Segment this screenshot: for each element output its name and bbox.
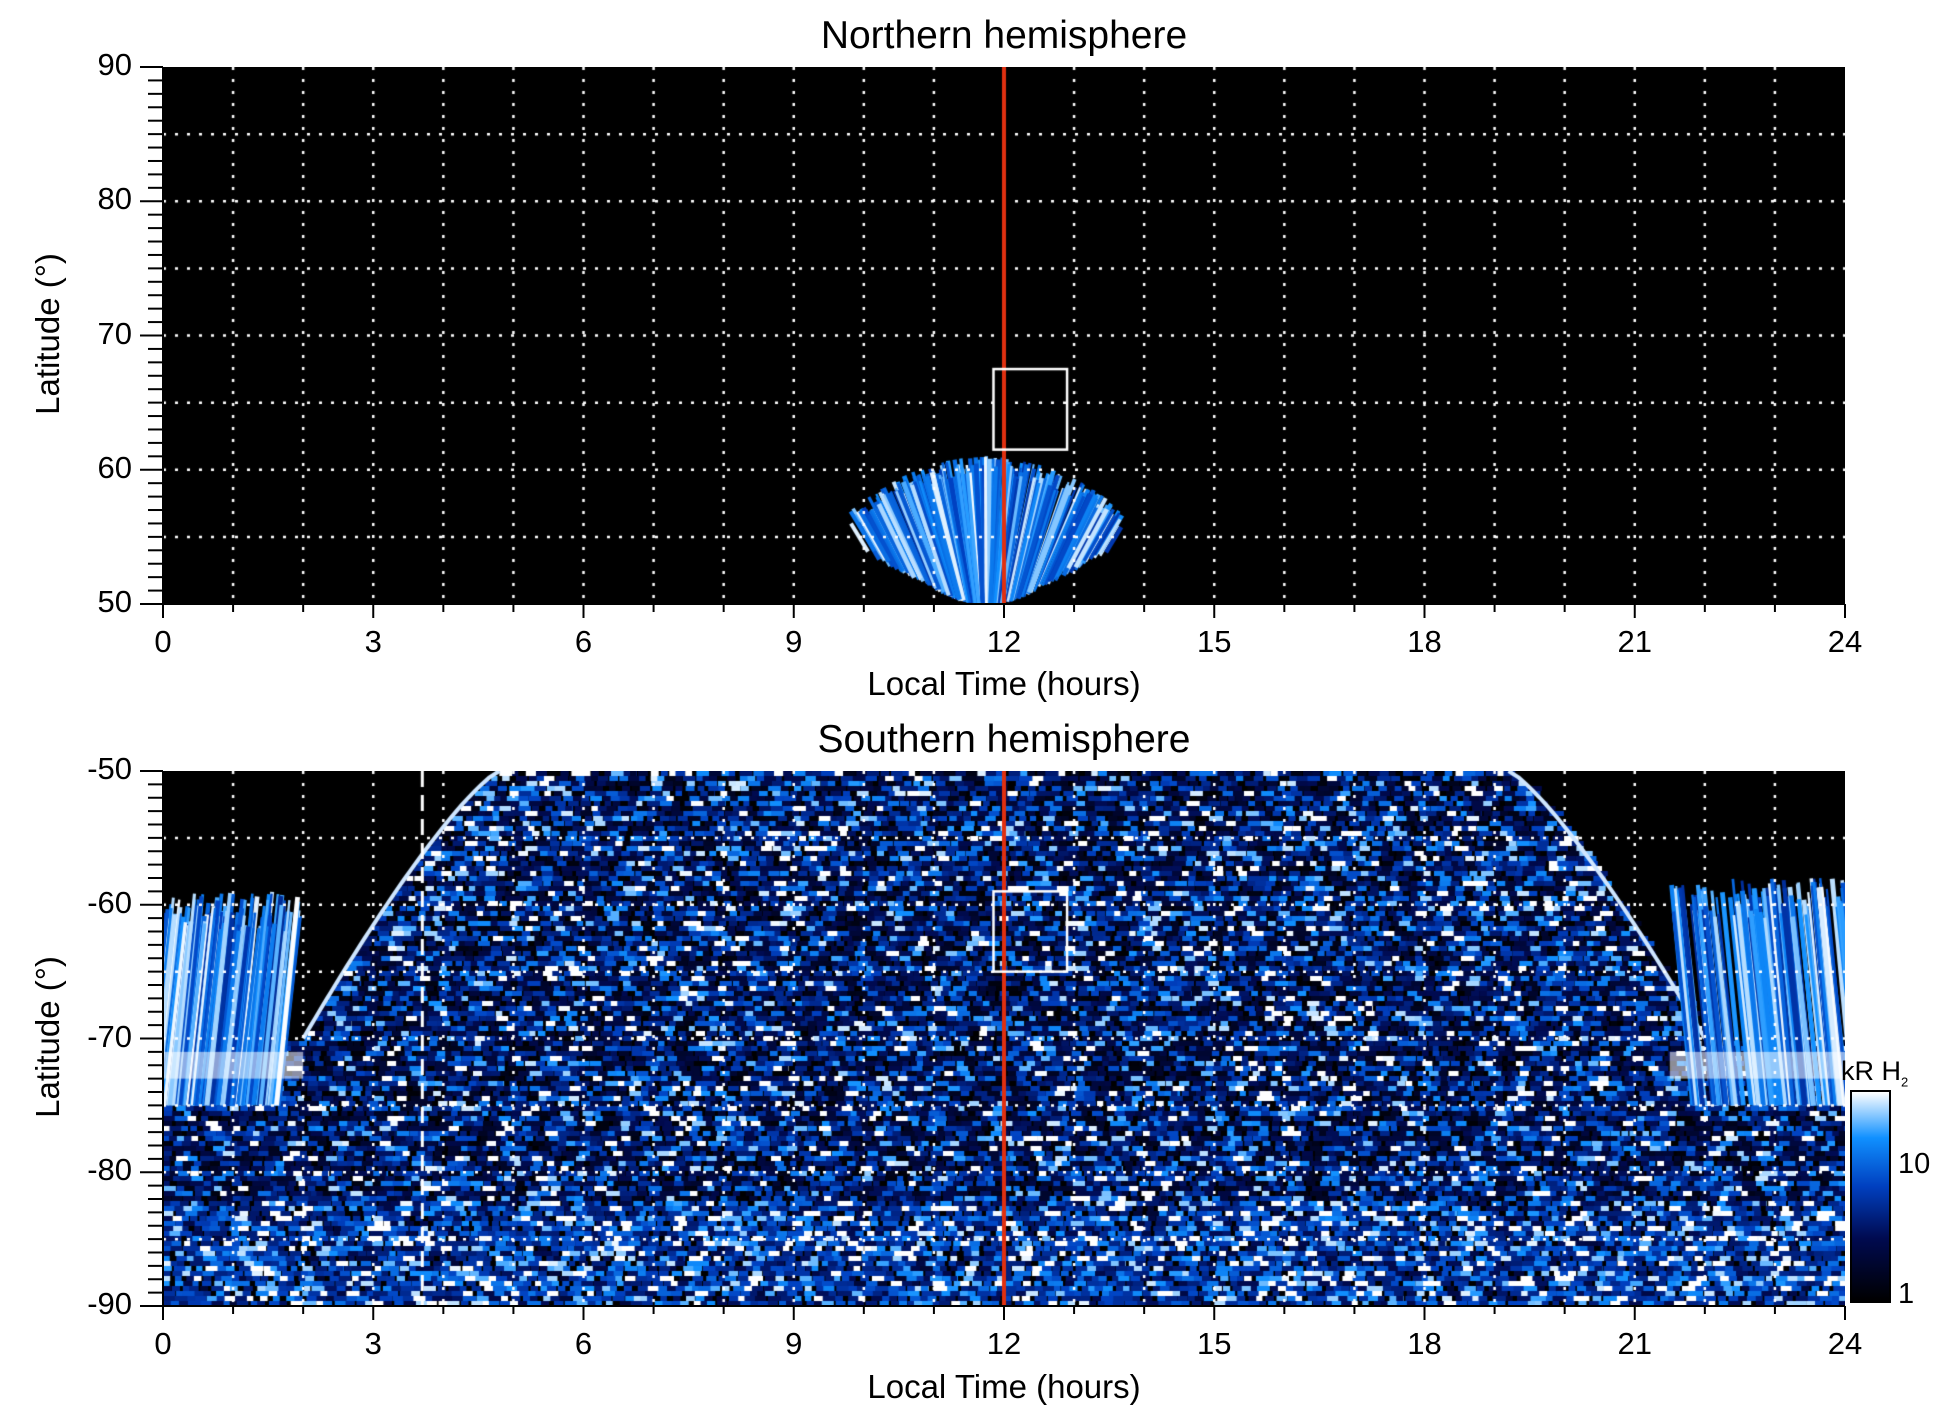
x-tick-label: 24: [1827, 624, 1863, 659]
colorbar-tick-10: 10: [1898, 1148, 1931, 1180]
colorbar-tick-1: 1: [1898, 1278, 1915, 1310]
x-tick-label: 15: [1197, 1326, 1232, 1361]
south-title: Southern hemisphere: [817, 718, 1191, 761]
x-tick-label: 15: [1197, 624, 1232, 659]
y-tick-label: 60: [97, 449, 132, 485]
x-tick-label: 24: [1827, 1326, 1863, 1361]
x-tick-label: 3: [364, 1326, 382, 1361]
x-tick-label: 18: [1407, 624, 1442, 659]
x-tick-label: 21: [1617, 624, 1652, 659]
x-tick-label: 6: [574, 1326, 593, 1361]
y-tick-label: -80: [87, 1152, 132, 1188]
y-tick-label: -70: [87, 1018, 132, 1054]
south-heatmap: [163, 771, 1845, 1306]
x-tick-label: 3: [364, 624, 382, 659]
north-heatmap: [163, 67, 1845, 604]
x-tick-label: 12: [986, 624, 1022, 659]
y-tick-label: 80: [97, 181, 132, 217]
x-tick-label: 0: [154, 1326, 172, 1361]
x-tick-label: 9: [785, 624, 803, 659]
x-tick-label: 21: [1617, 1326, 1652, 1361]
y-tick-label: -60: [87, 884, 132, 920]
x-tick-label: 12: [986, 1326, 1022, 1361]
colorbar: [1850, 1090, 1891, 1303]
x-tick-label: 6: [574, 624, 593, 659]
south-xlabel: Local Time (hours): [867, 1368, 1141, 1405]
x-tick-label: 18: [1407, 1326, 1442, 1361]
y-tick-label: -50: [87, 751, 132, 786]
y-tick-label: 90: [97, 47, 132, 82]
colorbar-label: kR H2: [1841, 1056, 1909, 1090]
y-tick-label: 50: [97, 584, 132, 619]
y-tick-label: -90: [87, 1286, 132, 1321]
north-xlabel: Local Time (hours): [867, 665, 1141, 702]
y-tick-label: 70: [97, 315, 132, 351]
x-tick-label: 0: [154, 624, 172, 659]
x-tick-label: 9: [785, 1326, 803, 1361]
north-title: Northern hemisphere: [820, 14, 1188, 57]
